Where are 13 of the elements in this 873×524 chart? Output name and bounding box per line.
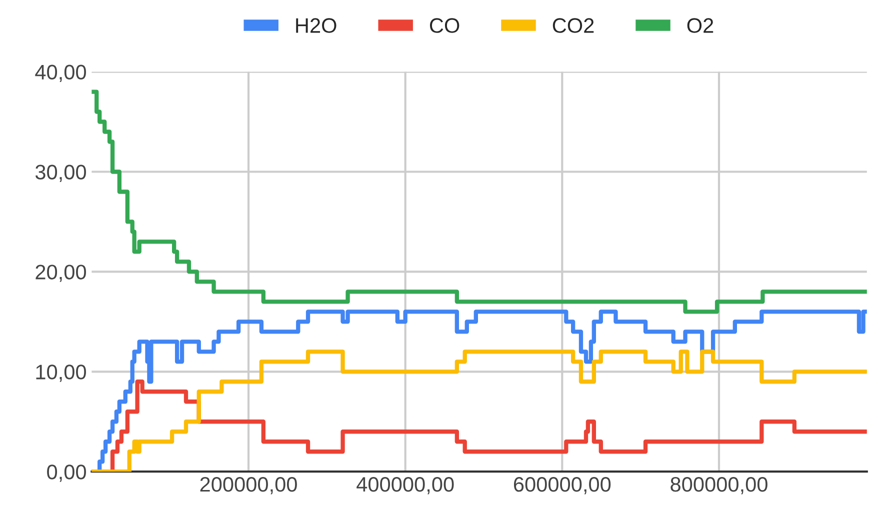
y-tick-label: 10,00	[36, 364, 86, 382]
y-tick-label: 0,00	[47, 464, 86, 482]
legend-label: CO2	[552, 18, 594, 33]
x-tick-label: 400000,00	[356, 477, 454, 494]
legend-label: O2	[687, 18, 714, 33]
legend-label: CO	[430, 18, 460, 33]
y-tick-label: 20,00	[36, 264, 86, 282]
legend-label: H2O	[296, 18, 336, 33]
x-tick-label: 800000,00	[670, 477, 768, 494]
y-tick-label: 40,00	[35, 64, 86, 82]
x-tick-label: 600000,00	[514, 477, 611, 494]
y-tick-label: 30,00	[35, 164, 86, 182]
x-tick-label: 200000,00	[200, 477, 297, 494]
